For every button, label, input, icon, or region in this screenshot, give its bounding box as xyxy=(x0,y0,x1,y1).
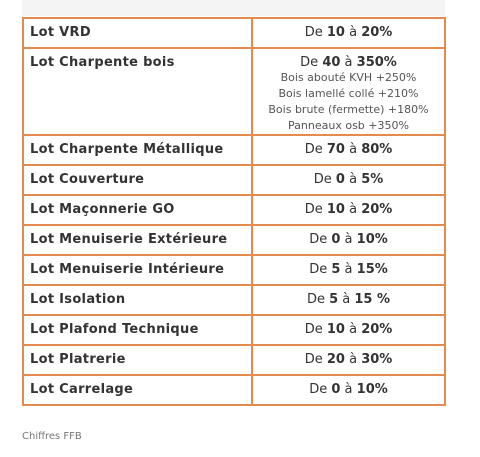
range-word: De xyxy=(304,352,323,367)
table-row: Lot Charpente bois De 40 à 350% Bois about… xyxy=(22,47,446,136)
table-row: Lot Maçonnerie GO De 10 à 20% xyxy=(22,194,446,226)
range-cell: De 70 à 80% xyxy=(251,134,446,166)
range-line: De 10 à 20% xyxy=(255,25,442,40)
range-word: à xyxy=(349,172,358,187)
range-word: De xyxy=(304,25,323,40)
range-word: à xyxy=(344,55,353,70)
range-word: De xyxy=(304,322,323,337)
range-value: 10% xyxy=(356,232,388,247)
table-row: Lot VRD De 10 à 20% xyxy=(22,17,446,49)
table-row: Lot Platrerie De 20 à 30% xyxy=(22,344,446,376)
range-value: 5 xyxy=(329,292,339,307)
table-row: Lot Menuiserie Extérieure De 0 à 10% xyxy=(22,224,446,256)
range-value: 20 xyxy=(326,352,345,367)
lot-name: Lot VRD xyxy=(22,17,253,49)
range-line: De 5 à 15% xyxy=(255,262,442,277)
range-line: De 40 à 350% xyxy=(255,55,442,70)
range-note: Panneaux osb +350% xyxy=(288,119,409,132)
range-cell: De 5 à 15 % xyxy=(251,284,446,316)
table-row: Lot Carrelage De 0 à 10% xyxy=(22,374,446,406)
range-cell: De 0 à 5% xyxy=(251,164,446,196)
range-word: De xyxy=(300,55,319,70)
range-word: à xyxy=(342,292,351,307)
lot-name: Lot Plafond Technique xyxy=(22,314,253,346)
range-value: 20% xyxy=(361,202,393,217)
range-word: De xyxy=(309,382,328,397)
range-value: 20% xyxy=(361,322,393,337)
range-value: 20% xyxy=(361,25,393,40)
range-note: Bois lamellé collé +210% xyxy=(278,87,419,100)
lot-name: Lot Isolation xyxy=(22,284,253,316)
range-value: 5% xyxy=(361,172,384,187)
range-value: 15 % xyxy=(354,292,391,307)
range-line: De 20 à 30% xyxy=(255,352,442,367)
range-line: De 70 à 80% xyxy=(255,142,442,157)
table-row: Lot Plafond Technique De 10 à 20% xyxy=(22,314,446,346)
range-word: à xyxy=(349,142,358,157)
table-row: Lot Couverture De 0 à 5% xyxy=(22,164,446,196)
cost-table: Lot VRD De 10 à 20% Lot Charpente bois De 4… xyxy=(22,17,446,406)
lot-name: Lot Maçonnerie GO xyxy=(22,194,253,226)
range-value: 30% xyxy=(361,352,393,367)
range-word: De xyxy=(309,262,328,277)
range-cell: De 40 à 350% Bois abouté KVH +250% Bois la… xyxy=(251,47,446,136)
range-value: 70 xyxy=(326,142,345,157)
range-value: 80% xyxy=(361,142,393,157)
range-value: 0 xyxy=(335,172,345,187)
range-cell: De 10 à 20% xyxy=(251,314,446,346)
range-word: De xyxy=(306,292,325,307)
range-value: 40 xyxy=(322,55,341,70)
range-cell: De 10 à 20% xyxy=(251,17,446,49)
range-word: à xyxy=(349,25,358,40)
range-value: 10 xyxy=(326,322,345,337)
range-word: De xyxy=(309,232,328,247)
lot-name: Lot Charpente Métallique xyxy=(22,134,253,166)
range-line: De 5 à 15 % xyxy=(255,292,442,307)
range-value: 10 xyxy=(326,25,345,40)
range-value: 10 xyxy=(326,202,345,217)
range-value: 10% xyxy=(356,382,388,397)
range-value: 0 xyxy=(331,382,341,397)
range-cell: De 0 à 10% xyxy=(251,374,446,406)
range-word: à xyxy=(349,322,358,337)
caption: Chiffres FFB xyxy=(22,431,82,442)
table-row: Lot Charpente Métallique De 70 à 80% xyxy=(22,134,446,166)
range-note: Bois brute (fermette) +180% xyxy=(268,103,429,116)
range-word: à xyxy=(344,382,353,397)
lot-name: Lot Menuiserie Intérieure xyxy=(22,254,253,286)
table-row: Lot Menuiserie Intérieure De 5 à 15% xyxy=(22,254,446,286)
range-word: De xyxy=(304,142,323,157)
range-word: à xyxy=(349,352,358,367)
range-line: De 10 à 20% xyxy=(255,202,442,217)
range-line: De 0 à 10% xyxy=(255,232,442,247)
range-word: à xyxy=(344,262,353,277)
header-bar xyxy=(22,0,445,16)
range-line: De 10 à 20% xyxy=(255,322,442,337)
lot-name: Lot Platrerie xyxy=(22,344,253,376)
range-cell: De 10 à 20% xyxy=(251,194,446,226)
range-word: De xyxy=(304,202,323,217)
table-row: Lot Isolation De 5 à 15 % xyxy=(22,284,446,316)
range-note: Bois abouté KVH +250% xyxy=(280,71,417,84)
range-line: De 0 à 5% xyxy=(255,172,442,187)
range-cell: De 0 à 10% xyxy=(251,224,446,256)
range-cell: De 20 à 30% xyxy=(251,344,446,376)
range-cell: De 5 à 15% xyxy=(251,254,446,286)
range-line: De 0 à 10% xyxy=(255,382,442,397)
range-word: De xyxy=(313,172,332,187)
lot-name: Lot Charpente bois xyxy=(22,47,253,136)
lot-name: Lot Menuiserie Extérieure xyxy=(22,224,253,256)
lot-name: Lot Couverture xyxy=(22,164,253,196)
range-value: 0 xyxy=(331,232,341,247)
range-word: à xyxy=(349,202,358,217)
lot-name: Lot Carrelage xyxy=(22,374,253,406)
range-value: 5 xyxy=(331,262,341,277)
range-word: à xyxy=(344,232,353,247)
range-value: 15% xyxy=(356,262,388,277)
range-value: 350% xyxy=(356,55,397,70)
